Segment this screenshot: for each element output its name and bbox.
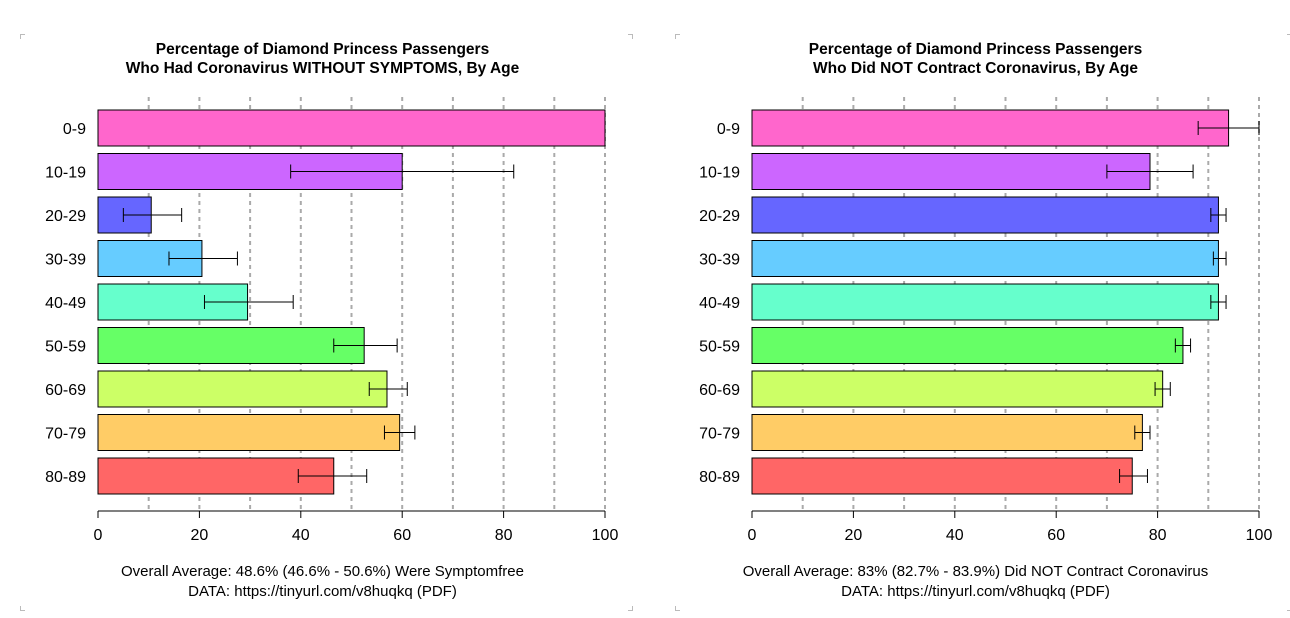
bar: [751, 283, 1219, 321]
overall-average-text: Overall Average: 48.6% (46.6% - 50.6%) W…: [121, 563, 524, 580]
category-labels: 0-9 10-19 20-29 30-39 40-49 50-59 60-69 70-79 80…: [699, 121, 740, 486]
chart-footer-right: Overall Average: 83% (82.7% - 83.9%) Did…: [653, 562, 1290, 602]
bar: [751, 414, 1143, 451]
category-label: 0-9: [717, 121, 740, 138]
corner-mark: [628, 606, 633, 611]
x-tick-label: 100: [592, 527, 619, 544]
category-label: 10-19: [45, 165, 86, 182]
x-axis: 0 20 40 60 80 100: [94, 510, 619, 544]
category-label: 40-49: [45, 295, 86, 312]
x-tick-label: 20: [845, 527, 863, 544]
category-label: 70-79: [699, 426, 740, 443]
overall-average-text: Overall Average: 83% (82.7% - 83.9%) Did…: [742, 563, 1209, 580]
x-tick-label: 100: [1246, 527, 1273, 544]
x-tick-label: 60: [1047, 527, 1065, 544]
bar: [751, 327, 1184, 364]
corner-mark: [20, 34, 25, 39]
category-label: 20-29: [45, 208, 86, 225]
bar: [97, 109, 606, 147]
bar: [97, 370, 388, 408]
x-tick-label: 40: [946, 527, 964, 544]
category-label: 70-79: [45, 426, 86, 443]
bar: [751, 370, 1164, 408]
data-source-text: DATA: https://tinyurl.com/v8huqkq (PDF): [841, 583, 1110, 600]
corner-mark: [1287, 606, 1290, 611]
category-label: 40-49: [699, 295, 740, 312]
corner-mark: [675, 34, 680, 39]
category-label: 80-89: [45, 469, 86, 486]
bar: [751, 109, 1230, 147]
x-tick-label: 80: [1149, 527, 1167, 544]
chart-title-line-1: Percentage of Diamond Princess Passenger…: [808, 41, 1143, 58]
bar-chart-left: 0-9 10-19 20-29 30-39 40-49 50-59 60-69 70-79 80…: [45, 97, 619, 544]
bar: [751, 153, 1151, 190]
x-tick-label: 80: [495, 527, 513, 544]
chart-panel-left: Percentage of Diamond Princess Passenger…: [0, 34, 645, 611]
chart-panel-right: Percentage of Diamond Princess Passenger…: [653, 0, 1290, 618]
category-labels: 0-9 10-19 20-29 30-39 40-49 50-59 60-69 70-79 80…: [45, 121, 86, 486]
chart-title-line-1: Percentage of Diamond Princess Passenger…: [155, 41, 490, 58]
category-label: 20-29: [699, 208, 740, 225]
bar: [97, 457, 335, 495]
chart-title-line-2: Who Had Coronavirus WITHOUT SYMPTOMS, By…: [125, 60, 520, 77]
bar: [97, 414, 401, 451]
bar: [751, 240, 1219, 277]
bars: [97, 109, 606, 495]
chart-footer-left: Overall Average: 48.6% (46.6% - 50.6%) W…: [0, 562, 645, 602]
category-label: 50-59: [699, 339, 740, 356]
x-tick-label: 60: [393, 527, 411, 544]
error-bars: [1106, 121, 1260, 483]
category-label: 0-9: [63, 121, 86, 138]
bar: [97, 327, 365, 364]
x-axis: 0 20 40 60 80 100: [748, 510, 1273, 544]
x-tick-label: 20: [191, 527, 209, 544]
bar: [751, 196, 1219, 234]
category-label: 10-19: [699, 165, 740, 182]
bars: [751, 109, 1230, 495]
corner-mark: [675, 606, 680, 611]
category-label: 50-59: [45, 339, 86, 356]
corner-mark: [628, 34, 633, 39]
chart-title-line-2: Who Did NOT Contract Coronavirus, By Age: [813, 60, 1138, 77]
category-label: 60-69: [45, 382, 86, 399]
bar: [751, 457, 1133, 495]
category-label: 30-39: [699, 252, 740, 269]
chart-title-left: Percentage of Diamond Princess Passenger…: [0, 40, 645, 78]
error-bars: [122, 164, 515, 483]
corner-mark: [20, 606, 25, 611]
x-tick-label: 40: [292, 527, 310, 544]
category-label: 30-39: [45, 252, 86, 269]
category-label: 80-89: [699, 469, 740, 486]
category-label: 60-69: [699, 382, 740, 399]
x-tick-label: 0: [748, 527, 757, 544]
data-source-text: DATA: https://tinyurl.com/v8huqkq (PDF): [188, 583, 457, 600]
chart-title-right: Percentage of Diamond Princess Passenger…: [653, 40, 1290, 78]
x-tick-label: 0: [94, 527, 103, 544]
bar-chart-right: 0-9 10-19 20-29 30-39 40-49 50-59 60-69 70-79 80…: [699, 97, 1273, 544]
corner-mark: [1287, 34, 1290, 39]
